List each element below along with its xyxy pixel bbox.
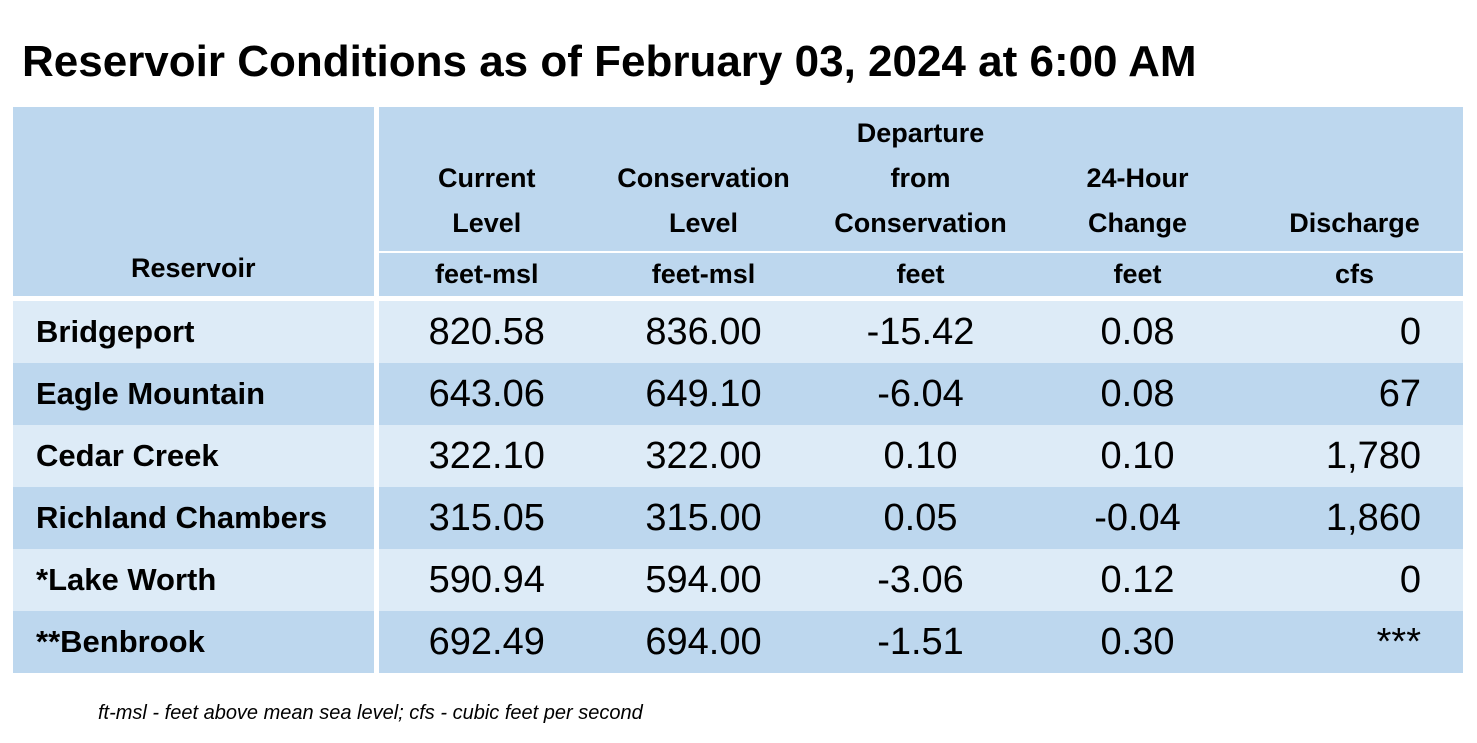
current-level-cell: 820.58 [376, 298, 595, 363]
unit-discharge: cfs [1246, 252, 1463, 301]
reservoir-name: Cedar Creek [13, 425, 379, 487]
table-row: Cedar Creek 322.10 322.00 0.10 0.10 1,78… [13, 425, 1463, 487]
discharge-cell: 1,860 [1246, 487, 1463, 549]
header-24-hour-change: 24-Hour Change [1029, 107, 1246, 253]
change-cell: 0.30 [1029, 611, 1246, 673]
departure-cell: -6.04 [812, 363, 1029, 425]
header-row: Reservoir Current Level Conservation Lev… [13, 107, 1463, 301]
table-row: *Lake Worth 590.94 594.00 -3.06 0.12 0 [13, 549, 1463, 611]
unit-departure: feet [812, 252, 1029, 301]
current-level-cell: 692.49 [376, 611, 595, 673]
header-line: Conservation [834, 208, 1007, 238]
discharge-cell: 0 [1246, 549, 1463, 611]
header-line: 24-Hour [1086, 163, 1189, 193]
unit-24-hour-change: feet [1029, 252, 1246, 301]
change-cell: 0.08 [1029, 363, 1246, 425]
conservation-level-cell: 594.00 [595, 549, 812, 611]
change-cell: 0.12 [1029, 549, 1246, 611]
change-cell: -0.04 [1029, 487, 1246, 549]
reservoir-name: **Benbrook [13, 611, 379, 673]
header-conservation-level: Conservation Level [595, 107, 812, 253]
discharge-cell: 1,780 [1246, 425, 1463, 487]
change-cell: 0.10 [1029, 425, 1246, 487]
departure-cell: 0.10 [812, 425, 1029, 487]
header-line: Conservation [617, 163, 790, 193]
current-level-cell: 590.94 [376, 549, 595, 611]
header-reservoir: Reservoir [13, 107, 379, 301]
header-line: Departure [856, 118, 985, 148]
reservoir-name: *Lake Worth [13, 549, 379, 611]
reservoir-table: Reservoir Current Level Conservation Lev… [13, 107, 1463, 673]
departure-cell: -3.06 [812, 549, 1029, 611]
conservation-level-cell: 315.00 [595, 487, 812, 549]
reservoir-name: Bridgeport [13, 298, 379, 363]
table-row: Bridgeport 820.58 836.00 -15.42 0.08 0 [13, 298, 1463, 363]
header-departure: Departure from Conservation [812, 107, 1029, 253]
current-level-cell: 322.10 [376, 425, 595, 487]
conservation-level-cell: 649.10 [595, 363, 812, 425]
change-cell: 0.08 [1029, 298, 1246, 363]
departure-cell: -1.51 [812, 611, 1029, 673]
table-row: **Benbrook 692.49 694.00 -1.51 0.30 *** [13, 611, 1463, 673]
unit-current-level: feet-msl [376, 252, 595, 301]
header-line: from [890, 163, 951, 193]
discharge-cell: 67 [1246, 363, 1463, 425]
reservoir-name: Eagle Mountain [13, 363, 379, 425]
discharge-cell: *** [1246, 611, 1463, 673]
table-row: Richland Chambers 315.05 315.00 0.05 -0.… [13, 487, 1463, 549]
departure-cell: 0.05 [812, 487, 1029, 549]
header-units-row: feet-msl feet-msl feet feet cfs [13, 252, 1463, 301]
unit-conservation-level: feet-msl [595, 252, 812, 301]
header-line: Discharge [1289, 208, 1420, 238]
reservoir-name: Richland Chambers [13, 487, 379, 549]
table-row: Eagle Mountain 643.06 649.10 -6.04 0.08 … [13, 363, 1463, 425]
header-line: Level [668, 208, 739, 238]
departure-cell: -15.42 [812, 298, 1029, 363]
footnote: ft-msl - feet above mean sea level; cfs … [98, 702, 643, 724]
conservation-level-cell: 694.00 [595, 611, 812, 673]
header-discharge: Discharge [1246, 107, 1463, 253]
conservation-level-cell: 322.00 [595, 425, 812, 487]
header-line: Change [1087, 208, 1187, 238]
discharge-cell: 0 [1246, 298, 1463, 363]
current-level-cell: 315.05 [376, 487, 595, 549]
current-level-cell: 643.06 [376, 363, 595, 425]
header-current-level: Current Level [376, 107, 595, 253]
page-title: Reservoir Conditions as of February 03, … [22, 37, 1197, 86]
header-line: Level [452, 208, 522, 238]
conservation-level-cell: 836.00 [595, 298, 812, 363]
header-line: Current [437, 163, 536, 193]
